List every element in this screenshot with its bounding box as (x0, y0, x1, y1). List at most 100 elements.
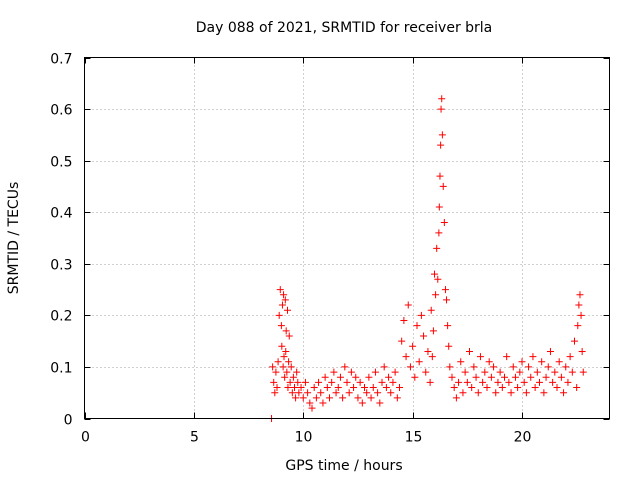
data-point (575, 301, 583, 309)
data-point (438, 95, 446, 103)
data-point (562, 363, 570, 371)
data-point (341, 363, 349, 371)
data-point (304, 389, 312, 397)
data-point (527, 373, 535, 381)
data-point (542, 373, 550, 381)
y-tick-label: 0.5 (50, 155, 72, 171)
data-points (268, 95, 587, 422)
data-point (553, 384, 561, 392)
data-point (485, 358, 493, 366)
data-point (516, 368, 524, 376)
data-point (433, 244, 441, 252)
data-point (476, 353, 484, 361)
data-point (356, 378, 364, 386)
data-point (540, 389, 548, 397)
data-point (432, 291, 440, 299)
data-point (272, 368, 280, 376)
data-point (538, 358, 546, 366)
data-point (551, 368, 559, 376)
y-axis-label: SRMTID / TECUs (6, 182, 22, 295)
data-point (406, 363, 414, 371)
data-point (579, 368, 587, 376)
data-point (455, 378, 463, 386)
data-point (291, 384, 298, 392)
x-tick-label: 0 (81, 430, 90, 446)
data-point (444, 322, 452, 330)
tick-layer (84, 57, 610, 420)
data-point (466, 347, 473, 355)
data-point (448, 373, 456, 381)
data-point (544, 363, 552, 371)
data-point (288, 389, 296, 397)
data-point (398, 337, 406, 345)
data-point (321, 373, 329, 381)
grid-layer (84, 57, 610, 419)
y-tick-label: 0.3 (50, 258, 72, 274)
data-point (389, 378, 397, 386)
data-point (533, 368, 541, 376)
data-point (299, 394, 307, 402)
data-point (396, 384, 403, 392)
data-point (358, 399, 366, 407)
data-point (496, 368, 504, 376)
data-point (283, 368, 291, 376)
data-point (315, 378, 323, 386)
data-point (420, 332, 428, 340)
data-point (332, 389, 340, 397)
data-point (281, 373, 289, 381)
data-point (525, 363, 533, 371)
data-point (434, 275, 442, 283)
data-point (501, 373, 508, 381)
data-point (487, 373, 495, 381)
data-point (446, 363, 454, 371)
y-tick-label: 0 (64, 413, 73, 429)
data-point (285, 332, 293, 340)
data-point (387, 389, 395, 397)
x-axis-label: GPS time / hours (285, 458, 402, 474)
plot-frame (84, 57, 610, 419)
data-point (343, 378, 351, 386)
data-point (317, 389, 325, 397)
data-point (319, 399, 327, 407)
data-point (531, 384, 539, 392)
data-point (378, 378, 386, 386)
data-point (514, 384, 522, 392)
data-point (422, 368, 430, 376)
x-tick-label: 10 (295, 430, 313, 446)
data-point (391, 368, 399, 376)
y-tick-label: 0.6 (50, 103, 72, 119)
data-point (282, 347, 290, 355)
data-point (289, 373, 297, 381)
data-point (293, 368, 301, 376)
data-point (427, 306, 435, 314)
data-point (571, 337, 578, 345)
data-point (345, 389, 353, 397)
data-point (415, 358, 423, 366)
data-point (557, 373, 565, 381)
data-point (269, 363, 277, 371)
data-point (445, 342, 453, 350)
x-tick-labels: 0 5 10 15 20 (81, 430, 531, 446)
data-point (282, 327, 290, 335)
data-point (437, 105, 445, 113)
data-point (426, 378, 434, 386)
data-point (281, 296, 289, 304)
data-point (461, 368, 469, 376)
data-point (312, 394, 320, 402)
y-tick-labels: 0 0.1 0.2 0.3 0.4 0.5 0.6 0.7 (50, 52, 72, 429)
data-point (326, 394, 333, 402)
data-point (354, 394, 362, 402)
data-point (424, 347, 432, 355)
data-point (438, 131, 446, 139)
data-point (367, 394, 375, 402)
data-point (280, 291, 288, 299)
data-point (439, 182, 447, 190)
data-point (417, 311, 425, 319)
data-point (271, 389, 279, 397)
data-point (490, 363, 498, 371)
data-point (371, 368, 379, 376)
data-point (393, 394, 401, 402)
data-point (429, 327, 437, 335)
data-point (511, 373, 519, 381)
